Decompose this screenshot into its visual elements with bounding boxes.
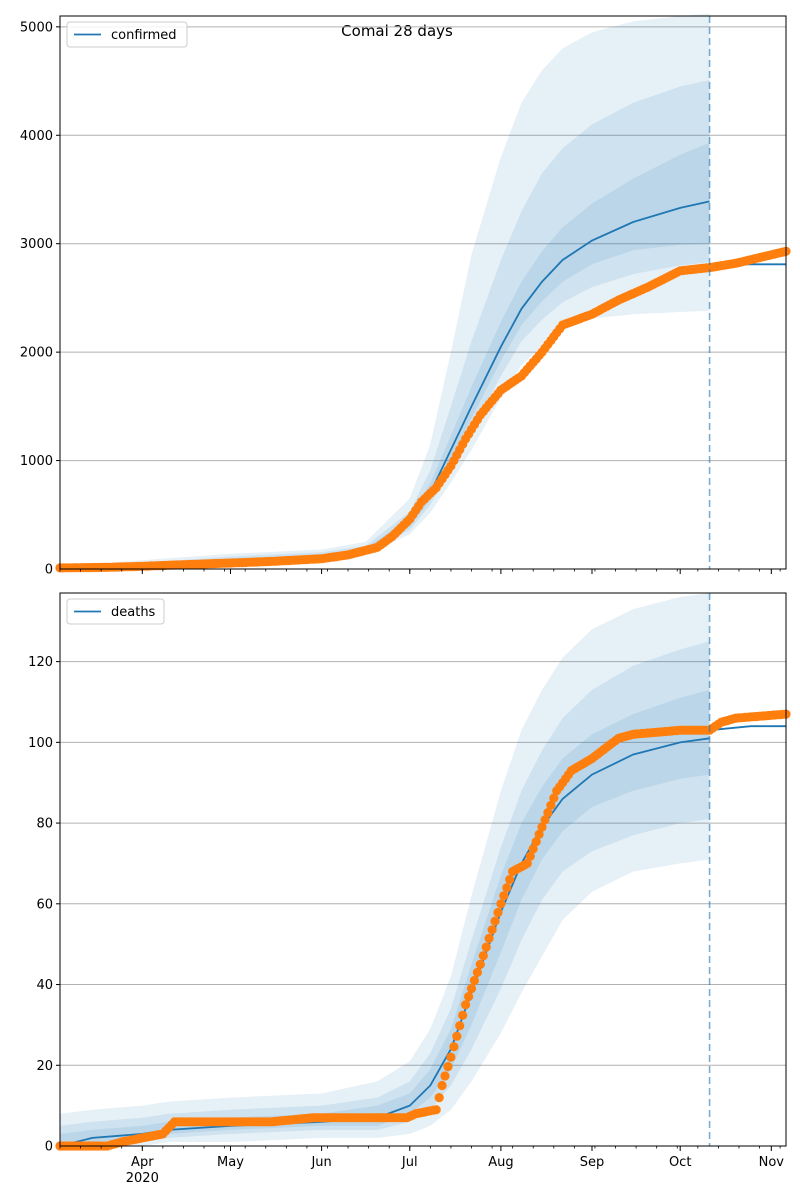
observed-point bbox=[487, 925, 497, 935]
y-tick-label: 4000 bbox=[20, 129, 53, 144]
observed-point bbox=[434, 1093, 444, 1103]
observed-point bbox=[458, 1010, 468, 1020]
model-line-after bbox=[709, 725, 786, 732]
observed-point bbox=[490, 916, 500, 926]
band-outer bbox=[60, 593, 710, 1146]
observed-point bbox=[446, 1052, 456, 1062]
legend-box bbox=[66, 598, 165, 625]
y-tick-label: 60 bbox=[36, 897, 53, 912]
legend: confirmed bbox=[66, 21, 188, 48]
legend-label: confirmed bbox=[111, 28, 177, 43]
x-tick-label: Aug bbox=[488, 1155, 513, 1170]
observed-point bbox=[496, 899, 506, 909]
y-tick-label: 20 bbox=[36, 1059, 53, 1074]
observed-point bbox=[499, 891, 509, 901]
axes-frame bbox=[59, 592, 787, 1147]
observed-point bbox=[481, 942, 491, 952]
observed-point bbox=[440, 1071, 450, 1081]
band-middle bbox=[60, 641, 710, 1146]
observed-point bbox=[449, 1042, 459, 1052]
observed-point bbox=[493, 907, 503, 918]
observed-point bbox=[443, 1062, 453, 1072]
band-inner bbox=[60, 142, 710, 569]
observed-point bbox=[484, 933, 494, 944]
figure-title: Comal 28 days bbox=[341, 22, 453, 40]
observed-point bbox=[540, 815, 550, 825]
legend-label: deaths bbox=[111, 605, 156, 620]
band-middle bbox=[60, 80, 710, 569]
observed-point bbox=[531, 837, 541, 847]
observed-point bbox=[522, 858, 532, 869]
x-tick-label: Sep bbox=[580, 1155, 605, 1170]
observed-point bbox=[502, 883, 512, 893]
observed-point bbox=[528, 844, 538, 854]
x-tick-label: Nov bbox=[759, 1155, 785, 1170]
y-tick-label: 80 bbox=[36, 817, 53, 832]
band-outer bbox=[60, 13, 710, 570]
observed-point bbox=[478, 951, 488, 961]
y-tick-label: 5000 bbox=[20, 20, 53, 35]
legend-box bbox=[66, 21, 188, 48]
observed-point bbox=[534, 829, 544, 840]
y-tick-label: 3000 bbox=[20, 237, 53, 252]
legend: deaths bbox=[66, 598, 165, 625]
observed-point bbox=[461, 1000, 471, 1010]
observed-point bbox=[455, 1021, 465, 1031]
observed-point bbox=[431, 1105, 441, 1115]
observed-point bbox=[525, 851, 535, 861]
x-tick-label: Jun bbox=[310, 1155, 331, 1170]
observed-point bbox=[543, 808, 553, 818]
y-tick-label: 2000 bbox=[20, 346, 53, 361]
x-tick-label: Apr bbox=[131, 1155, 154, 1170]
deaths-panel: 0 20 40 60 80 100 120 Apr May Jun Jul Aug Sep Oct Nov 2… bbox=[28, 592, 791, 1186]
observed-point bbox=[537, 822, 547, 832]
observed-point bbox=[437, 1080, 447, 1091]
axes-frame bbox=[59, 15, 787, 570]
x-tick-year-label: 2020 bbox=[126, 1171, 159, 1186]
y-tick-label: 40 bbox=[36, 978, 53, 993]
x-tick-label: Jul bbox=[401, 1155, 418, 1170]
observed-point bbox=[464, 992, 474, 1002]
y-tick-label: 0 bbox=[45, 563, 53, 578]
observed-point bbox=[469, 975, 479, 986]
observed-point bbox=[466, 984, 477, 994]
observed-point bbox=[505, 875, 515, 885]
y-tick-label: 120 bbox=[28, 655, 53, 670]
observed-point bbox=[549, 793, 559, 803]
x-tick-label: May bbox=[217, 1155, 244, 1170]
observed-point bbox=[452, 1031, 462, 1041]
y-tick-label: 1000 bbox=[20, 454, 53, 469]
y-tick-label: 100 bbox=[28, 736, 53, 751]
x-tick-label: Oct bbox=[669, 1155, 691, 1170]
y-tick-label: 0 bbox=[45, 1140, 53, 1155]
observed-point bbox=[472, 967, 482, 978]
observed-point bbox=[475, 959, 485, 970]
observed-point bbox=[546, 800, 556, 810]
confirmed-panel: 0 1000 2000 3000 4000 5000 confirmed bbox=[20, 13, 791, 578]
